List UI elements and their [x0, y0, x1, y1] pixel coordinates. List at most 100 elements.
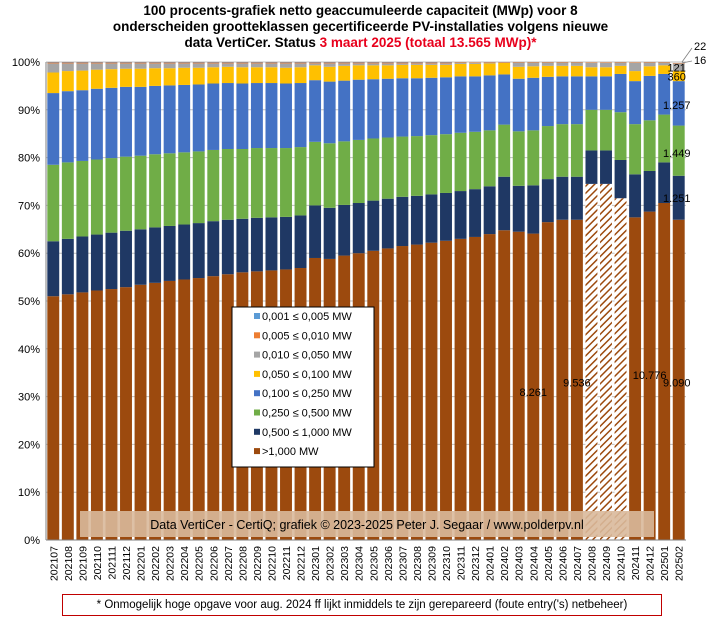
bar-segment [629, 124, 642, 175]
bar-segment [149, 154, 162, 228]
bar-segment [338, 63, 351, 66]
bar-segment [643, 120, 656, 171]
bar-segment [512, 62, 525, 67]
bar-segment [105, 63, 118, 70]
bar-segment [396, 136, 409, 197]
bar-segment [90, 63, 103, 70]
bar-segment [396, 62, 409, 64]
bar-segment [570, 76, 583, 125]
bar-segment [556, 219, 569, 541]
bar-segment [207, 276, 220, 540]
bar-segment [629, 174, 642, 218]
bar-segment [323, 62, 336, 64]
x-tick-label: 202206 [208, 546, 220, 581]
bar-segment [265, 67, 278, 84]
bar-segment [367, 200, 380, 251]
bar-segment [614, 159, 627, 199]
footnote: * Onmogelijk hoge opgave voor aug. 2024 … [62, 594, 662, 616]
bar-segment [265, 62, 278, 64]
bar-segment [629, 217, 642, 540]
bar-segment [454, 76, 467, 133]
bar-segment [425, 242, 438, 540]
bar-segment [105, 158, 118, 233]
value-annotation: 1.251 [663, 193, 691, 205]
bar-segment [90, 88, 103, 160]
bar-segment [600, 109, 612, 151]
bar-segment [207, 149, 220, 222]
bar-segment [163, 225, 176, 281]
bar-segment [454, 63, 467, 77]
x-tick-label: 202303 [339, 546, 351, 581]
x-tick-label: 202404 [528, 546, 540, 581]
watermark-banner: Data VertiCer - CertiQ; grafiek © 2023-2… [80, 511, 654, 537]
bar-segment [643, 62, 656, 67]
bar-segment [367, 63, 380, 66]
bar-segment [105, 69, 118, 88]
bar-segment [512, 66, 525, 79]
bar-segment [396, 196, 409, 247]
bar-segment [410, 244, 423, 540]
bar-segment [410, 136, 423, 196]
bar-segment [483, 75, 496, 131]
bar-segment [250, 83, 263, 149]
bar-segment [47, 241, 60, 297]
bar-segment [469, 131, 482, 190]
bar-segment [120, 62, 132, 64]
x-tick-label: 202312 [470, 546, 482, 581]
value-annotation: 1.449 [663, 148, 691, 160]
bar-segment [440, 64, 452, 78]
bar-segment [207, 62, 220, 64]
x-tick-label: 202211 [281, 546, 293, 580]
bar-segment [469, 62, 482, 64]
bar-segment [250, 63, 263, 68]
bar-segment [556, 76, 569, 125]
x-tick-label: 202112 [121, 546, 133, 580]
bar-segment [323, 207, 336, 259]
bar-segment [541, 179, 554, 223]
bar-segment [585, 67, 598, 77]
bar-segment [149, 227, 162, 283]
legend-label: 0,250 ≤ 0,500 MW [262, 408, 352, 420]
bar-segment [221, 66, 234, 84]
bar-segment [149, 62, 162, 64]
value-annotation: 10.776 [633, 370, 667, 382]
bar-segment [498, 74, 511, 125]
bar-segment [207, 83, 220, 150]
bar-segment [396, 78, 409, 137]
bar-segment [352, 139, 365, 204]
bar-segment [367, 138, 380, 201]
bar-segment [367, 65, 380, 80]
bar-segment [541, 126, 554, 180]
bar-segment [527, 77, 540, 131]
bar-segment [221, 62, 234, 64]
bar-segment [672, 81, 685, 126]
x-tick-label: 202111 [106, 546, 118, 580]
value-annotations: 8.2619.53610.7769.0901.2511.4491.2573601… [520, 41, 707, 399]
legend-swatch [254, 370, 260, 377]
bar-segment [498, 176, 511, 231]
bar-segment [120, 156, 132, 231]
bar-segment [163, 280, 176, 540]
bar-segment [61, 162, 74, 239]
bar-segment [323, 66, 336, 82]
bar-segment [483, 63, 496, 76]
bar-segment [614, 73, 627, 113]
bar-segment [454, 62, 467, 64]
bar-segment [585, 109, 598, 151]
x-tick-label: 202212 [296, 546, 308, 581]
bar-segment [221, 83, 234, 149]
bar-segment [90, 234, 103, 291]
bar-segment [658, 65, 671, 74]
bar-segment [440, 62, 452, 64]
bar-segment [221, 148, 234, 220]
bar-segment [178, 84, 191, 153]
bar-segment [440, 63, 452, 65]
bar-segment [120, 230, 132, 288]
bar-segment [556, 62, 569, 66]
x-tick-label: 202203 [165, 546, 177, 581]
bar-segment [61, 294, 74, 540]
bar-segment [338, 80, 351, 142]
bar-segment [221, 274, 234, 540]
bar-segment [367, 79, 380, 139]
bar-segment [614, 112, 627, 160]
